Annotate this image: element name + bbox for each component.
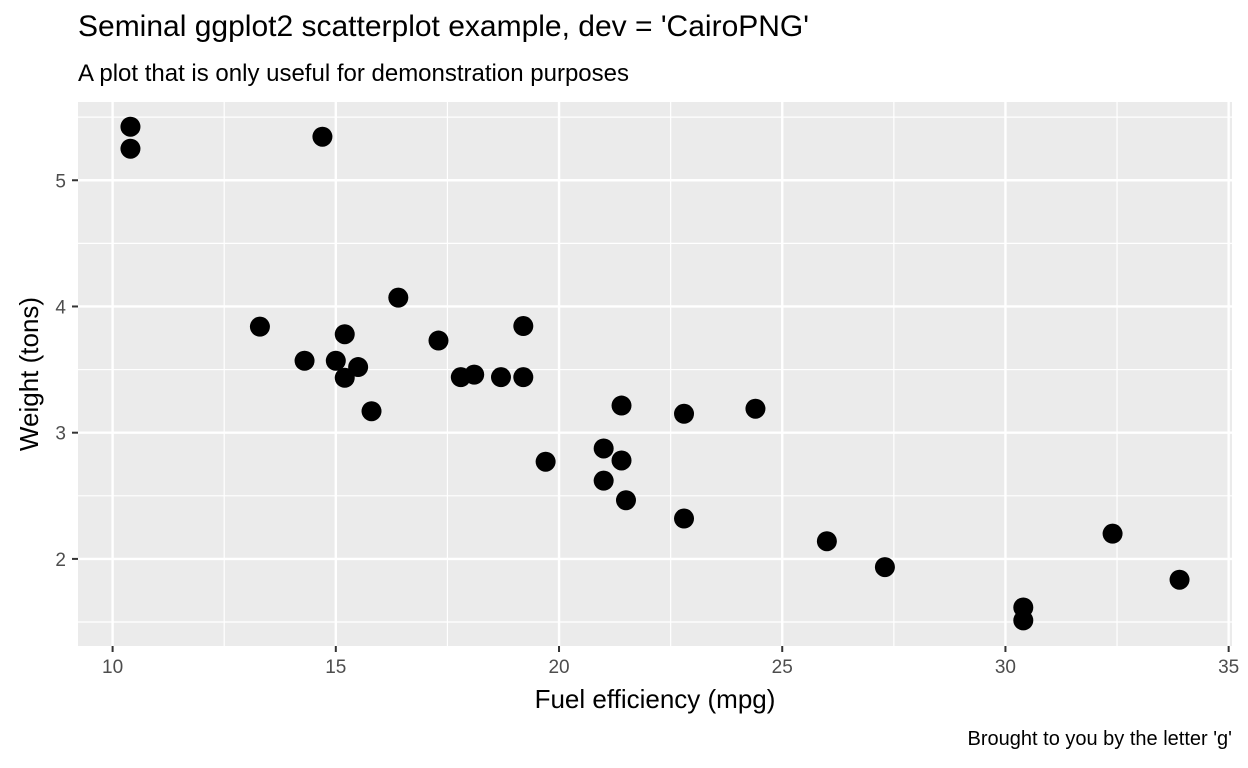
data-point: [1169, 569, 1190, 590]
y-axis-title: Weight (tons): [14, 297, 44, 451]
minor-gridlines: [78, 102, 1232, 646]
data-point: [593, 438, 614, 459]
y-tick-label: 4: [55, 297, 66, 318]
data-point: [348, 357, 369, 378]
data-point: [120, 138, 141, 159]
y-tick-label: 3: [55, 424, 66, 445]
data-point: [593, 470, 614, 491]
data-point: [294, 350, 315, 371]
data-point: [674, 508, 695, 529]
x-tick-label: 20: [548, 657, 569, 678]
x-tick-label: 10: [102, 657, 123, 678]
data-point: [428, 330, 449, 351]
chart-caption: Brought to you by the letter 'g': [967, 728, 1232, 750]
data-point: [513, 367, 534, 388]
x-tick-label: 25: [772, 657, 793, 678]
data-point: [1013, 610, 1034, 631]
data-point: [325, 350, 346, 371]
data-point: [745, 398, 766, 419]
data-point: [674, 403, 695, 424]
data-point: [874, 557, 895, 578]
y-tick-label: 2: [55, 550, 66, 571]
data-point: [1102, 523, 1123, 544]
data-point: [249, 316, 270, 337]
x-tick-label: 30: [995, 657, 1016, 678]
x-tick-label: 35: [1218, 657, 1239, 678]
chart-title: Seminal ggplot2 scatterplot example, dev…: [78, 10, 809, 43]
x-axis-title: Fuel efficiency (mpg): [535, 684, 776, 714]
data-point: [120, 116, 141, 137]
data-point: [816, 531, 837, 552]
data-point: [535, 451, 556, 472]
chart-subtitle: A plot that is only useful for demonstra…: [78, 60, 629, 87]
y-tick-label: 5: [55, 171, 66, 192]
data-point: [615, 490, 636, 511]
data-point: [611, 450, 632, 471]
plot-panel: [78, 102, 1232, 646]
data-point: [513, 316, 534, 337]
data-point: [334, 367, 355, 388]
data-point: [490, 367, 511, 388]
data-point: [334, 324, 355, 345]
data-points: [120, 116, 1190, 631]
x-tick-label: 15: [325, 657, 346, 678]
data-point: [450, 367, 471, 388]
x-axis: 10 15 20 25 30 35: [102, 646, 1239, 678]
data-point: [611, 395, 632, 416]
data-point: [361, 401, 382, 422]
data-point: [388, 287, 409, 308]
y-axis: 2 3 4 5: [55, 171, 78, 571]
data-point: [312, 126, 333, 147]
